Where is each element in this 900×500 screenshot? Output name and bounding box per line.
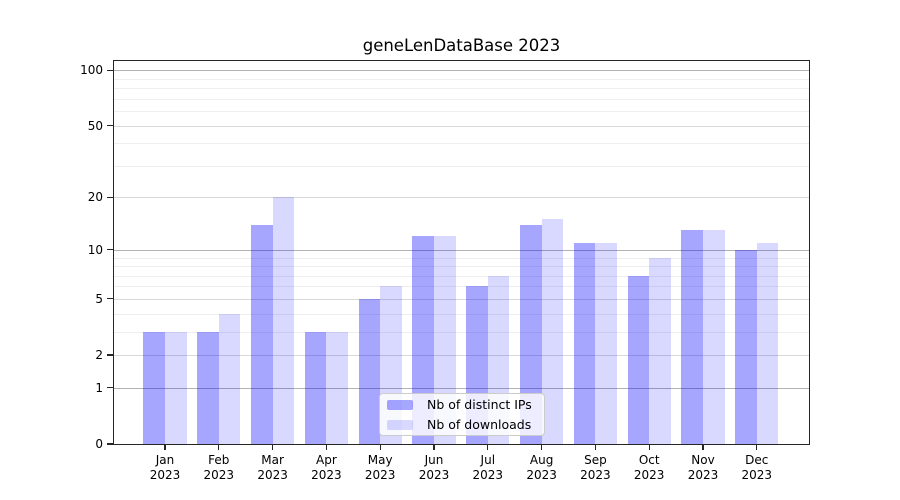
legend-swatch-downloads-icon (387, 419, 413, 430)
gridline-y-7 (114, 275, 809, 277)
gridline-y-70 (114, 98, 809, 100)
y-tick-label-50: 50 (87, 118, 103, 133)
x-tick-Nov (702, 445, 704, 450)
gridline-y-90 (114, 78, 809, 80)
bar-downloads-Nov (703, 230, 725, 444)
legend-swatch-ips-icon (387, 399, 413, 410)
bar-downloads-Mar (272, 197, 295, 444)
y-tick-label-10: 10 (87, 242, 103, 257)
bar-downloads-Aug (541, 219, 564, 444)
x-tick-May (379, 445, 381, 450)
gridline-y-2 (114, 355, 809, 357)
bar-downloads-Sep (595, 242, 618, 444)
gridline-y-9 (114, 257, 809, 259)
x-tick-label-Oct: Oct 2023 (633, 453, 665, 482)
x-tick-label-Nov: Nov 2023 (687, 453, 719, 482)
gridline-y-100 (114, 70, 809, 72)
y-tick-100 (107, 69, 113, 71)
x-tick-Mar (272, 445, 274, 450)
x-tick-label-May: May 2023 (364, 453, 396, 482)
gridline-y-50 (114, 125, 809, 127)
x-tick-Feb (218, 445, 220, 450)
y-tick-label-100: 100 (80, 63, 103, 78)
bar-ips-Nov (681, 230, 703, 444)
gridline-y-4 (114, 313, 809, 315)
y-tick-label-0: 0 (95, 437, 103, 451)
x-tick-label-Sep: Sep 2023 (580, 453, 611, 482)
bar-ips-May (358, 298, 381, 444)
x-tick-label-Dec: Dec 2023 (741, 453, 773, 482)
y-tick-1 (107, 387, 113, 389)
bar-downloads-Jun (434, 236, 456, 444)
gridline-y-1 (114, 387, 809, 389)
gridline-y-30 (114, 165, 809, 167)
bar-ips-Apr (304, 331, 327, 444)
bar-downloads-Apr (326, 331, 349, 444)
gridline-y-8 (114, 266, 809, 268)
legend-row-downloads: Nb of downloads (387, 417, 536, 433)
gridline-y-40 (114, 143, 809, 145)
x-tick-Apr (325, 445, 327, 450)
bar-ips-Jan (143, 331, 165, 444)
x-tick-label-Jul: Jul 2023 (472, 453, 504, 482)
gridline-y-80 (114, 88, 809, 90)
x-tick-label-Jan: Jan 2023 (149, 453, 181, 482)
bar-ips-Jun (412, 236, 434, 444)
gridline-y-6 (114, 286, 809, 288)
y-tick-label-2: 2 (95, 348, 103, 363)
bar-downloads-Feb (218, 313, 241, 444)
y-tick-5 (107, 298, 113, 300)
x-tick-Jul (487, 445, 489, 450)
gridline-y-5 (114, 298, 809, 300)
chart-title: geneLenDataBase 2023 (362, 36, 561, 55)
bar-downloads-Jan (165, 331, 187, 444)
y-tick-20 (107, 196, 113, 198)
legend-label-ips: Nb of distinct IPs (427, 397, 532, 412)
legend: Nb of distinct IPs Nb of downloads (379, 393, 545, 436)
gridline-y-10 (114, 249, 809, 251)
x-tick-Aug (541, 445, 543, 450)
y-tick-10 (107, 249, 113, 251)
x-tick-Jun (433, 445, 435, 450)
bar-downloads-Oct (649, 257, 671, 444)
x-tick-Dec (756, 445, 758, 450)
y-tick-label-1: 1 (95, 380, 103, 395)
bar-ips-Sep (573, 242, 596, 444)
plot-area (113, 60, 810, 445)
x-tick-Oct (648, 445, 650, 450)
bar-ips-Dec (735, 249, 757, 444)
x-tick-Jan (164, 445, 166, 450)
legend-label-downloads: Nb of downloads (427, 417, 532, 432)
gridline-y-60 (114, 111, 809, 113)
y-tick-label-20: 20 (87, 190, 103, 205)
bar-ips-Feb (197, 331, 219, 444)
bar-ips-Aug (519, 224, 542, 444)
x-tick-label-Aug: Aug 2023 (526, 453, 557, 482)
legend-row-ips: Nb of distinct IPs (387, 397, 536, 413)
y-tick-label-5: 5 (95, 291, 103, 306)
y-tick-0 (107, 443, 113, 445)
bar-ips-Mar (250, 224, 273, 444)
x-tick-label-Jun: Jun 2023 (418, 453, 450, 482)
x-tick-label-Mar: Mar 2023 (257, 453, 288, 482)
y-tick-50 (107, 124, 113, 127)
gridline-y-20 (114, 197, 809, 199)
x-tick-label-Feb: Feb 2023 (203, 453, 235, 482)
bar-ips-Oct (627, 275, 650, 444)
x-tick-label-Apr: Apr 2023 (311, 453, 342, 482)
x-tick-Sep (594, 445, 596, 450)
y-tick-2 (107, 354, 113, 356)
bar-downloads-Dec (756, 242, 779, 444)
gridline-y-3 (114, 331, 809, 333)
